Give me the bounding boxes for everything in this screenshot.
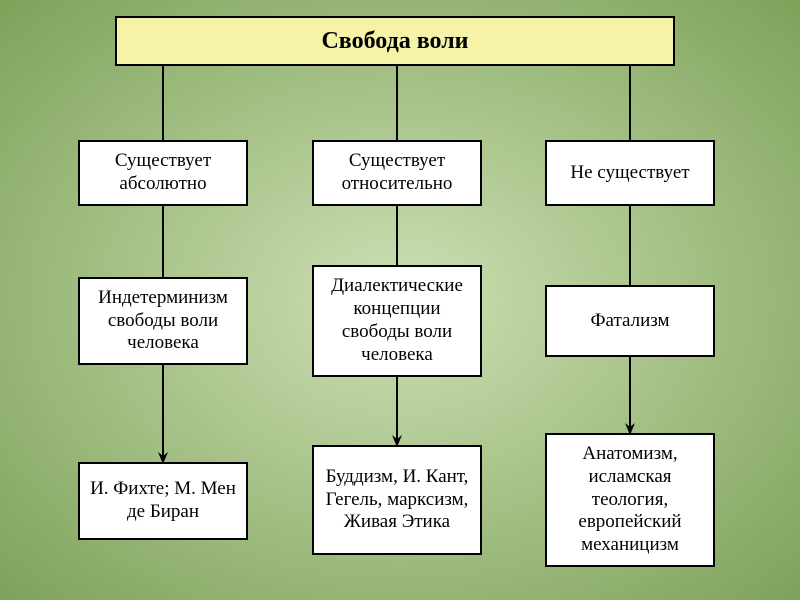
col3-level3-node: Анатомизм, исламская теология, европейск… [545, 433, 715, 567]
col2-level1-node: Существует относительно [312, 140, 482, 206]
root-node: Свобода воли [115, 16, 675, 66]
col1-level2-node: Индетерминизм свободы воли человека [78, 277, 248, 365]
root-label: Свобода воли [321, 27, 468, 56]
col3-level3-label: Анатомизм, исламская теология, европейск… [553, 443, 707, 557]
col2-level3-node: Буддизм, И. Кант, Гегель, марксизм, Жива… [312, 445, 482, 555]
col1-level1-node: Существует абсолютно [78, 140, 248, 206]
col3-level2-node: Фатализм [545, 285, 715, 357]
col2-level1-label: Существует относительно [320, 150, 474, 196]
col2-level2-label: Диалектические концепции свободы воли че… [320, 275, 474, 366]
col1-level2-label: Индетерминизм свободы воли человека [86, 287, 240, 355]
col3-level2-label: Фатализм [591, 310, 670, 333]
col2-level2-node: Диалектические концепции свободы воли че… [312, 265, 482, 377]
col2-level3-label: Буддизм, И. Кант, Гегель, марксизм, Жива… [320, 466, 474, 534]
col3-level1-label: Не существует [570, 162, 689, 185]
col1-level3-node: И. Фихте; М. Мен де Биран [78, 462, 248, 540]
diagram-canvas: Свобода воли Существует абсолютно Сущест… [0, 0, 800, 600]
col1-level1-label: Существует абсолютно [86, 150, 240, 196]
col1-level3-label: И. Фихте; М. Мен де Биран [86, 478, 240, 524]
col3-level1-node: Не существует [545, 140, 715, 206]
